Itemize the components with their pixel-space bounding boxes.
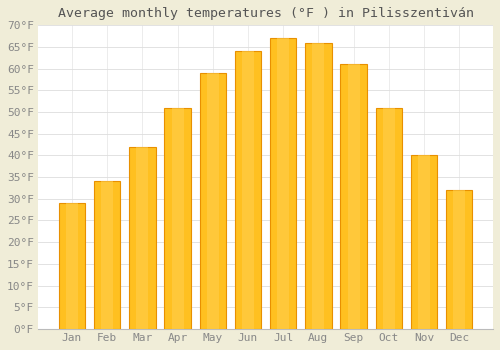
Bar xyxy=(129,147,156,329)
Bar xyxy=(270,38,296,329)
Bar xyxy=(101,181,113,329)
Title: Average monthly temperatures (°F ) in Pilisszentiván: Average monthly temperatures (°F ) in Pi… xyxy=(58,7,474,20)
Bar xyxy=(136,147,148,329)
Bar xyxy=(164,108,191,329)
Bar xyxy=(242,51,254,329)
Bar xyxy=(453,190,465,329)
Bar xyxy=(383,108,394,329)
Bar xyxy=(340,64,367,329)
Bar xyxy=(59,203,85,329)
Bar xyxy=(66,203,78,329)
Bar xyxy=(277,38,289,329)
Bar xyxy=(348,64,360,329)
Bar xyxy=(200,73,226,329)
Bar xyxy=(376,108,402,329)
Bar xyxy=(411,155,437,329)
Bar xyxy=(94,181,120,329)
Bar xyxy=(312,43,324,329)
Bar xyxy=(446,190,472,329)
Bar xyxy=(305,43,332,329)
Bar xyxy=(207,73,218,329)
Bar xyxy=(172,108,183,329)
Bar xyxy=(418,155,430,329)
Bar xyxy=(235,51,261,329)
